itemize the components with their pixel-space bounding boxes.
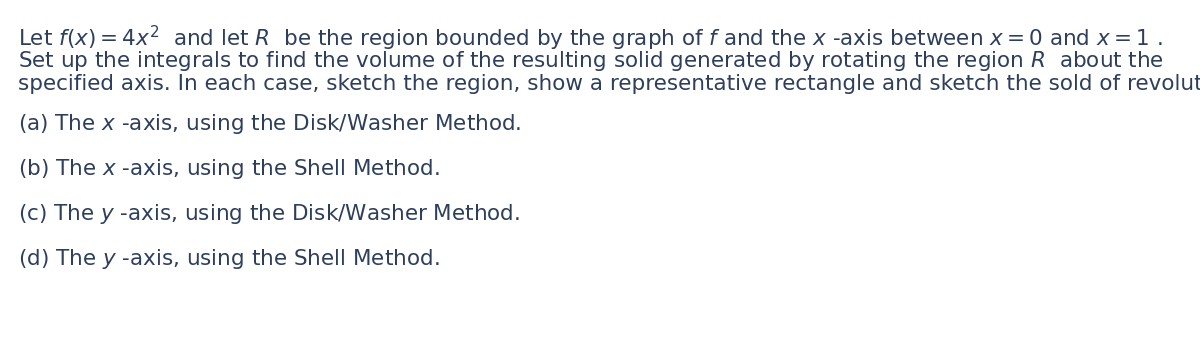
Text: (b) The $x$ -axis, using the Shell Method.: (b) The $x$ -axis, using the Shell Metho… xyxy=(18,157,439,181)
Text: Set up the integrals to find the volume of the resulting solid generated by rota: Set up the integrals to find the volume … xyxy=(18,49,1164,73)
Text: (c) The $y$ -axis, using the Disk/Washer Method.: (c) The $y$ -axis, using the Disk/Washer… xyxy=(18,202,520,226)
Text: (a) The $x$ -axis, using the Disk/Washer Method.: (a) The $x$ -axis, using the Disk/Washer… xyxy=(18,112,522,136)
Text: (d) The $y$ -axis, using the Shell Method.: (d) The $y$ -axis, using the Shell Metho… xyxy=(18,247,439,271)
Text: specified axis. In each case, sketch the region, show a representative rectangle: specified axis. In each case, sketch the… xyxy=(18,74,1200,94)
Text: Let $f(x) = 4x^2$  and let $R$  be the region bounded by the graph of $f$ and th: Let $f(x) = 4x^2$ and let $R$ be the reg… xyxy=(18,24,1163,53)
